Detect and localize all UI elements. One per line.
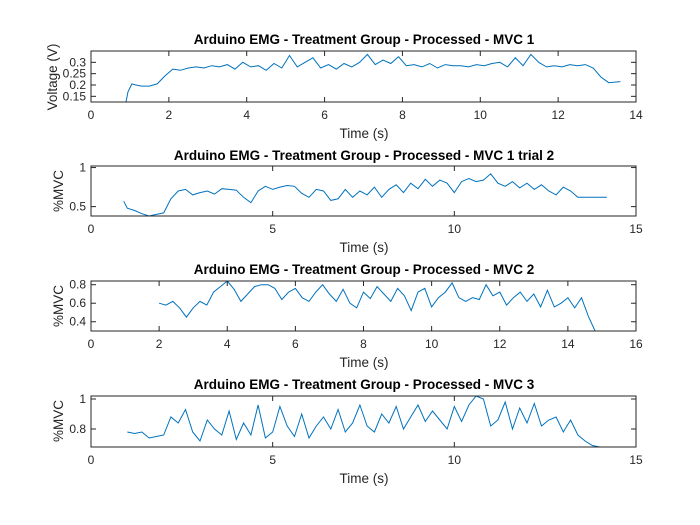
subplot-1-ylabel: Voltage (V) [45,44,60,111]
subplot-1-axes-box [90,50,637,103]
subplot-3-x-tick-label: 12 [493,337,507,351]
subplot-2-ylabel: %MVC [51,170,66,212]
subplot-2-axes-box [90,165,637,217]
subplot-4-ylabel: %MVC [51,400,66,442]
subplot-4-y-tick-label: 1 [79,392,86,406]
subplot-2-x-tick-label: 5 [269,222,276,236]
subplot-1-x-tick-label: 12 [551,108,565,122]
subplot-2-title: Arduino EMG - Treatment Group - Processe… [174,148,554,163]
subplot-2-x-tick-label: 0 [88,222,95,236]
subplot-3-y-tick-label: 0.8 [69,278,86,292]
subplot-1: Arduino EMG - Treatment Group - Processe… [45,32,643,141]
subplot-4-axes-box [90,395,637,448]
subplot-2-xlabel: Time (s) [340,240,389,255]
subplot-3: Arduino EMG - Treatment Group - Processe… [51,262,643,370]
subplot-1-x-tick-label: 4 [243,108,250,122]
subplot-1-x-tick-label: 6 [321,108,328,122]
subplot-1-y-tick-label: 0.15 [63,89,87,103]
subplot-4-x-tick-label: 10 [448,453,462,467]
subplot-2-y-tick-label: 0.5 [69,200,86,214]
subplot-3-x-tick-label: 14 [561,337,575,351]
subplot-4-x-tick-label: 5 [269,453,276,467]
subplot-3-x-tick-label: 16 [629,337,643,351]
subplot-1-xlabel: Time (s) [340,126,389,141]
subplot-1-x-tick-label: 10 [474,108,488,122]
subplot-3-x-tick-label: 2 [156,337,163,351]
subplot-1-y-tick-label: 0.25 [63,67,87,81]
subplot-3-x-tick-label: 6 [292,337,299,351]
subplot-1-y-tick-label: 0.2 [69,78,86,92]
subplot-2-series-line [123,173,607,216]
subplot-4-y-tick-label: 0.8 [69,422,86,436]
subplot-3-y-tick-label: 0.6 [69,296,86,310]
subplot-2: Arduino EMG - Treatment Group - Processe… [51,148,643,255]
subplot-3-x-tick-label: 4 [224,337,231,351]
subplot-1-x-tick-label: 14 [629,108,643,122]
subplot-1-title: Arduino EMG - Treatment Group - Processe… [194,32,535,47]
subplot-2-x-tick-label: 10 [448,222,462,236]
subplot-4: Arduino EMG - Treatment Group - Processe… [51,377,643,486]
subplot-1-y-tick-label: 0.3 [69,55,86,69]
subplot-4-series-line [127,396,600,447]
subplot-1-x-tick-label: 0 [88,108,95,122]
subplot-3-x-tick-label: 10 [425,337,439,351]
subplot-2-y-tick-label: 1 [79,161,86,175]
subplot-4-title: Arduino EMG - Treatment Group - Processe… [194,377,535,392]
subplot-2-x-tick-label: 15 [629,222,643,236]
subplot-3-xlabel: Time (s) [340,355,389,370]
subplot-4-xlabel: Time (s) [340,471,389,486]
subplot-3-ylabel: %MVC [51,285,66,327]
subplot-3-series-line [158,281,596,331]
subplot-3-x-tick-label: 8 [360,337,367,351]
subplot-1-x-tick-label: 2 [166,108,173,122]
subplot-3-x-tick-label: 0 [88,337,95,351]
subplot-1-x-tick-label: 8 [399,108,406,122]
subplot-3-title: Arduino EMG - Treatment Group - Processe… [194,262,535,277]
subplot-4-x-tick-label: 15 [629,453,643,467]
subplot-4-x-tick-label: 0 [88,453,95,467]
subplot-1-series-line [125,53,621,102]
subplot-3-y-tick-label: 0.4 [69,315,86,329]
